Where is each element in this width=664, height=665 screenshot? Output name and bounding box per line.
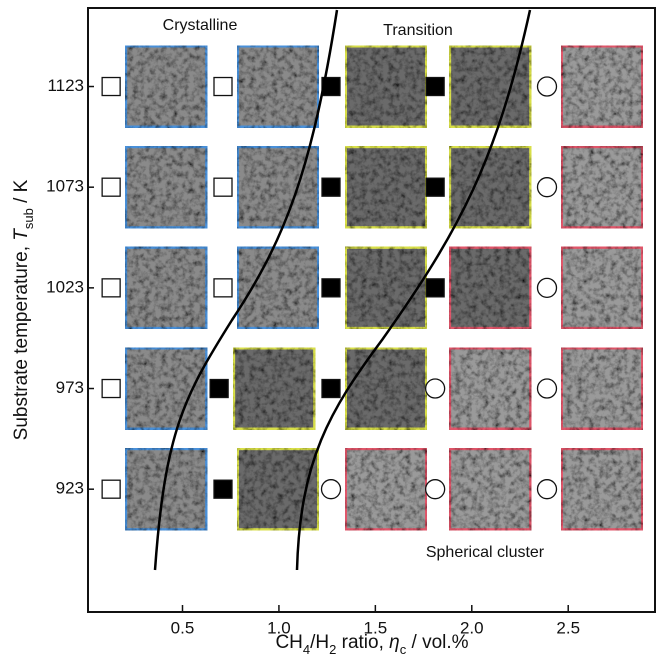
micrograph: [343, 446, 429, 533]
y-tick-label: 973: [56, 378, 84, 397]
axis-label-part: /H: [310, 632, 329, 653]
marker: [536, 76, 558, 97]
y-tick-label: 923: [56, 479, 84, 498]
axis-label-part: η: [389, 632, 400, 653]
axis-label-part: sub: [21, 208, 36, 229]
axis-label-part: T: [11, 228, 32, 241]
micrograph: [559, 446, 645, 533]
x-tick-label: 2.0: [460, 618, 484, 637]
micrograph: [559, 345, 645, 432]
marker: [424, 378, 446, 399]
marker: [425, 76, 445, 97]
marker: [213, 278, 233, 298]
axis-label-part: c: [400, 642, 407, 657]
marker: [424, 479, 446, 500]
marker: [101, 177, 121, 197]
micrograph: [123, 144, 210, 231]
micrograph: [447, 244, 534, 331]
micrograph: [123, 244, 210, 331]
phase-boundary: [295, 9, 532, 571]
marker: [213, 76, 233, 97]
micrograph: [343, 144, 429, 231]
axis-label-part: 2: [329, 642, 336, 657]
marker: [425, 177, 445, 197]
marker: [209, 378, 229, 399]
micrograph: [559, 144, 645, 231]
marker: [536, 479, 558, 500]
cells: [101, 43, 645, 533]
marker: [321, 177, 341, 197]
marker: [101, 278, 121, 298]
micrograph: [235, 43, 321, 130]
region-label: Crystalline: [163, 17, 238, 34]
micrograph: [235, 144, 321, 231]
y-tick-label: 1123: [47, 76, 84, 95]
micrograph: [231, 345, 318, 432]
marker: [213, 479, 233, 499]
marker: [101, 479, 121, 499]
marker: [536, 277, 558, 299]
x-tick-label: 0.5: [171, 618, 195, 637]
plot-frame: [87, 7, 656, 613]
micrograph: [559, 244, 645, 331]
micrograph: [123, 43, 210, 130]
axis-label-part: Substrate temperature,: [11, 241, 32, 441]
micrograph: [447, 345, 534, 432]
axis-label-part: / K: [11, 179, 32, 208]
marker: [321, 278, 341, 298]
micrograph: [447, 446, 534, 533]
x-tick-label: 1.0: [267, 618, 291, 637]
marker: [536, 378, 558, 399]
micrograph: [559, 43, 645, 130]
micrograph: [123, 345, 210, 432]
marker: [320, 479, 342, 500]
marker: [213, 177, 233, 197]
micrograph: [343, 244, 429, 331]
marker: [101, 76, 121, 97]
axis-label-part: 4: [303, 642, 310, 657]
marker: [321, 378, 341, 399]
x-tick-label: 1.5: [364, 618, 388, 637]
axis-label-part: / vol.%: [406, 632, 468, 653]
x-tick-label: 2.5: [556, 618, 580, 637]
axis-label-part: ratio,: [336, 632, 389, 653]
region-label: Transition: [383, 22, 453, 39]
micrograph: [343, 43, 429, 130]
axis-label-part: CH: [275, 632, 302, 653]
micrograph: [235, 244, 321, 331]
ticks: 0.5 1.0 1.5 2.0 2.5 923 973 1023 1073 1123: [46, 76, 580, 637]
y-tick-label: 1073: [46, 177, 84, 196]
micrograph: [343, 345, 429, 432]
micrograph: [123, 446, 210, 533]
phase-boundary: [153, 9, 339, 571]
marker: [321, 76, 341, 97]
y-axis-label: Substrate temperature, Tsub / K: [11, 179, 36, 440]
y-tick-label: 1023: [46, 277, 84, 296]
marker: [536, 177, 558, 198]
marker: [425, 278, 445, 298]
x-axis-label: CH4/H2 ratio, ηc / vol.%: [275, 632, 468, 657]
micrograph: [447, 144, 534, 231]
region-label: Spherical cluster: [426, 544, 545, 561]
marker: [101, 378, 121, 399]
